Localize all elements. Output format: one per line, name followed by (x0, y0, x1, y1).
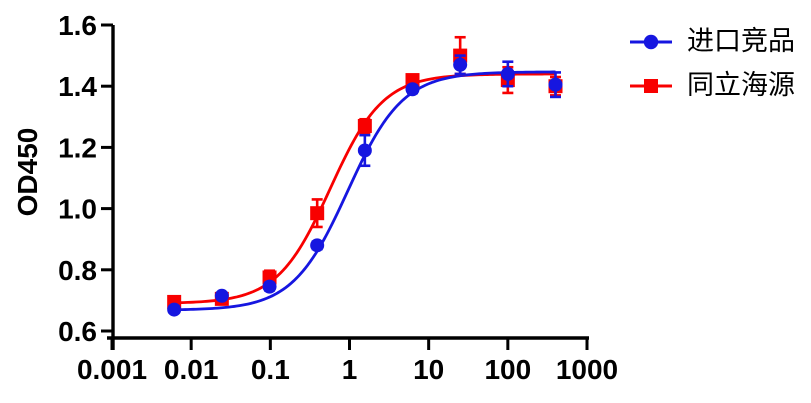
y-axis-ticks: 0.6 0.8 1.0 1.2 1.4 1.6 (58, 10, 113, 347)
y-tick-label: 1.2 (58, 132, 97, 163)
x-tick-label: 0.1 (251, 354, 290, 385)
legend-circle-marker (643, 34, 659, 49)
data-point-circle (500, 66, 515, 81)
data-point-circle (453, 57, 468, 72)
legend-label-tongli-haiyuan: 同立海源 (687, 70, 795, 100)
legend-square-marker (644, 78, 658, 93)
data-point-circle (214, 288, 229, 303)
x-axis-ticks: 0.001 0.01 0.1 1 10 100 1000 (77, 338, 618, 385)
legend-item-tongli-haiyuan: 同立海源 (629, 70, 795, 101)
x-tick-label: 100 (484, 354, 531, 385)
x-tick-label: 10 (413, 354, 444, 385)
data-point-circle (167, 302, 182, 317)
x-tick-label: 1 (342, 354, 358, 385)
data-point-circle (405, 82, 420, 97)
legend-marker-circle-icon (630, 34, 672, 49)
data-point-circle (357, 143, 372, 158)
y-tick-label: 1.6 (58, 10, 97, 41)
legend-marker-square-icon (630, 78, 672, 93)
y-tick-label: 1.4 (58, 71, 97, 102)
fit-curve-square (174, 72, 556, 305)
legend-label-imported-competitor: 进口竞品 (687, 26, 795, 56)
data-point-square (310, 206, 325, 221)
data-point-square (357, 118, 372, 133)
fit-curve-circle (174, 70, 556, 312)
x-tick-label: 0.001 (77, 354, 147, 385)
y-tick-label: 0.8 (58, 255, 97, 286)
data-point-circle (262, 279, 277, 294)
series-circles (167, 54, 563, 317)
data-point-circle (548, 77, 563, 92)
data-point-circle (310, 238, 325, 253)
legend: 进口竞品 同立海源 (629, 26, 795, 101)
y-tick-label: 0.6 (58, 316, 97, 347)
y-tick-label: 1.0 (58, 194, 97, 225)
legend-item-imported-competitor: 进口竞品 (629, 26, 795, 57)
x-tick-label: 1000 (556, 354, 618, 385)
x-tick-label: 0.01 (164, 354, 219, 385)
